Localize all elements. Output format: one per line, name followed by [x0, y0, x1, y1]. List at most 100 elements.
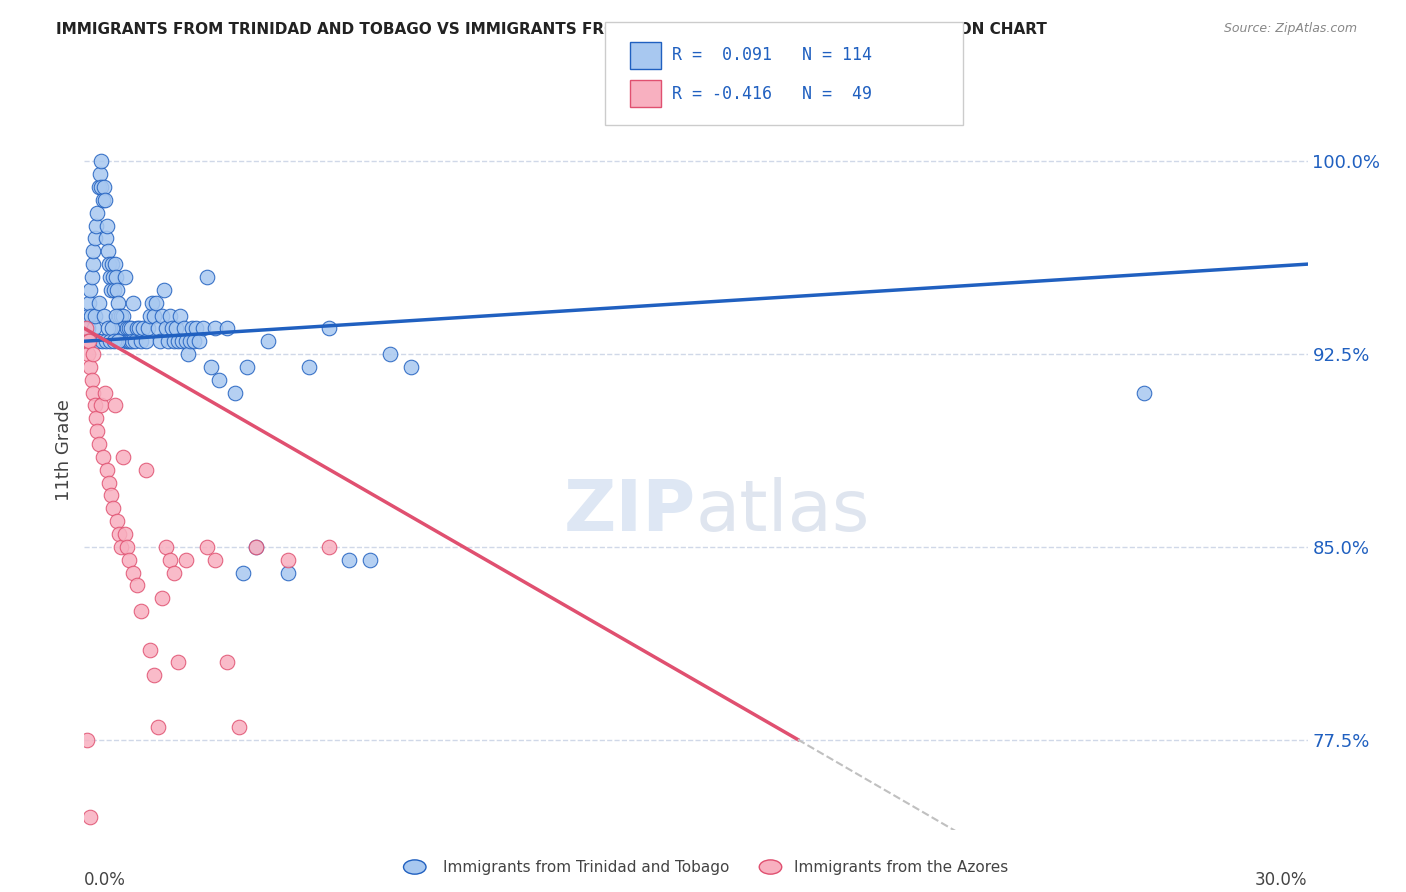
Point [82, 244, 104, 259]
Point [98, 270, 121, 285]
Point [93, 309, 115, 323]
Point [84, 309, 107, 323]
Point [77, 309, 100, 323]
Point [112, 309, 135, 323]
Point [77, 295, 100, 310]
Point [101, 501, 124, 516]
Point [156, 334, 179, 349]
Point [108, 527, 131, 541]
Point [110, 540, 132, 554]
Point [128, 321, 150, 335]
Point [236, 359, 259, 374]
Point [90, 399, 112, 413]
Point [77, 347, 100, 361]
Text: 0.0%: 0.0% [84, 871, 127, 889]
Point [186, 321, 208, 335]
Point [245, 540, 267, 554]
Point [163, 334, 186, 349]
Point [91, 450, 114, 464]
Point [163, 566, 186, 580]
Point [117, 334, 139, 349]
Point [115, 334, 138, 349]
Point [90, 154, 112, 169]
Point [138, 642, 160, 657]
Point [75, 321, 97, 335]
Point [84, 411, 107, 425]
Point [107, 334, 129, 349]
Point [160, 321, 183, 335]
Point [101, 257, 124, 271]
Point [145, 295, 167, 310]
Point [110, 309, 132, 323]
Point [77, 334, 100, 349]
Point [257, 334, 280, 349]
Point [77, 321, 100, 335]
Point [121, 334, 143, 349]
Point [224, 385, 246, 400]
Point [153, 283, 176, 297]
Point [105, 270, 128, 285]
Point [76, 334, 98, 349]
Point [118, 321, 141, 335]
Point [277, 566, 299, 580]
Point [131, 334, 153, 349]
Point [114, 270, 136, 285]
Point [183, 334, 205, 349]
Point [96, 219, 118, 233]
Point [101, 270, 124, 285]
Point [79, 359, 101, 374]
Point [142, 668, 165, 682]
Point [118, 334, 141, 349]
Point [83, 321, 105, 335]
Point [93, 385, 115, 400]
Point [86, 424, 108, 438]
Point [127, 578, 149, 592]
Point [111, 321, 134, 335]
Point [112, 321, 135, 335]
Text: R = -0.416   N =  49: R = -0.416 N = 49 [672, 85, 872, 103]
Point [75, 321, 97, 335]
Point [146, 720, 169, 734]
Point [217, 656, 239, 670]
Point [195, 270, 218, 285]
Point [174, 334, 197, 349]
Point [103, 334, 125, 349]
Point [155, 540, 177, 554]
Point [97, 475, 120, 490]
Point [135, 463, 157, 477]
Point [131, 604, 153, 618]
Point [118, 552, 141, 566]
Point [97, 244, 120, 259]
Point [155, 321, 177, 335]
Text: Immigrants from the Azores: Immigrants from the Azores [794, 860, 1008, 874]
Point [150, 309, 173, 323]
Point [191, 321, 214, 335]
Point [298, 359, 321, 374]
Point [245, 540, 267, 554]
Point [359, 552, 381, 566]
Point [181, 321, 204, 335]
Point [141, 295, 163, 310]
Point [100, 321, 122, 335]
Point [87, 437, 110, 451]
Point [87, 334, 110, 349]
Y-axis label: 11th Grade: 11th Grade [55, 400, 73, 501]
Point [96, 463, 118, 477]
Point [115, 321, 138, 335]
Point [122, 566, 145, 580]
Point [91, 193, 114, 207]
Text: 30.0%: 30.0% [1256, 871, 1308, 889]
Point [159, 552, 181, 566]
Point [114, 527, 136, 541]
Point [204, 552, 226, 566]
Point [232, 566, 254, 580]
Point [174, 552, 197, 566]
Point [82, 347, 104, 361]
Point [107, 295, 129, 310]
Point [136, 321, 159, 335]
Point [87, 180, 110, 194]
Point [108, 309, 131, 323]
Point [122, 295, 145, 310]
Point [82, 385, 104, 400]
Point [110, 321, 132, 335]
